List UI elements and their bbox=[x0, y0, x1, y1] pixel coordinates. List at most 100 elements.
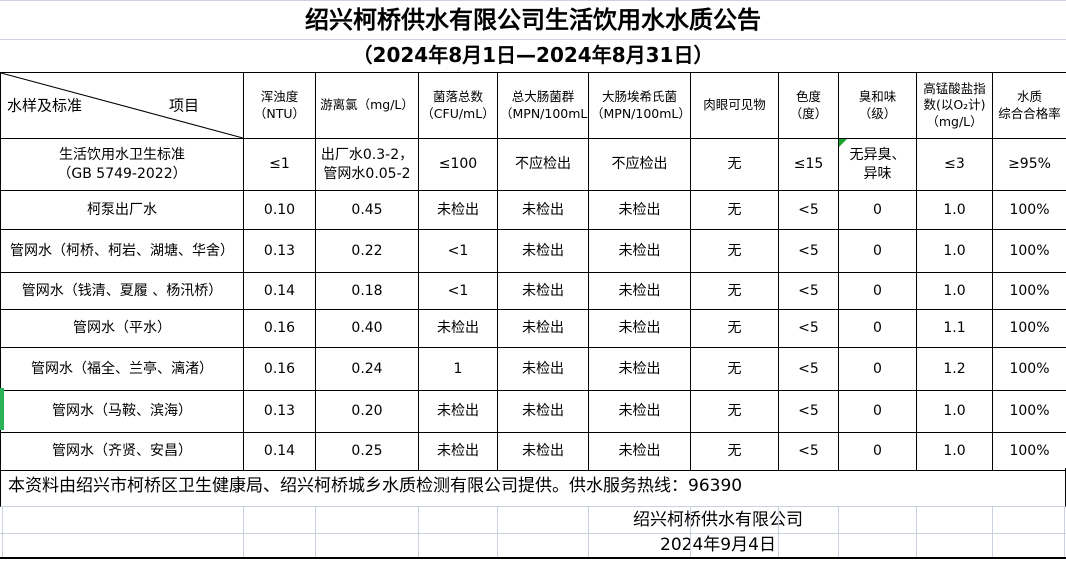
row-label: 管网水（平水） bbox=[0, 309, 244, 348]
cell: 1.0 bbox=[916, 390, 993, 433]
cell: 无 bbox=[690, 272, 779, 310]
cell: 0.40 bbox=[315, 309, 419, 348]
cell: 未检出 bbox=[497, 229, 589, 273]
cell: ≤1 bbox=[243, 138, 316, 191]
signature-row: 绍兴柯桥供水有限公司 bbox=[0, 507, 1066, 534]
cell: 0 bbox=[838, 272, 917, 310]
cell: <5 bbox=[778, 229, 839, 273]
cell: <5 bbox=[778, 390, 839, 433]
title-period: （2024年8月1日—2024年8月31日） bbox=[352, 43, 714, 67]
gridline bbox=[2, 507, 3, 557]
cell: 100% bbox=[992, 309, 1066, 348]
date-row: 2024年9月4日 bbox=[0, 534, 1066, 557]
cell: 未检出 bbox=[497, 309, 589, 348]
cell: <1 bbox=[418, 229, 498, 273]
column-header: 色度 （度） bbox=[778, 72, 839, 139]
gridline bbox=[243, 507, 244, 557]
cell: 无 bbox=[690, 190, 779, 230]
cell: 0.25 bbox=[315, 432, 419, 471]
column-header: 总大肠菌群 （MPN/100mL） bbox=[497, 72, 589, 139]
cell: <5 bbox=[778, 432, 839, 471]
cell: <5 bbox=[778, 272, 839, 310]
row-label: 管网水（柯桥、柯岩、湖塘、华舍） bbox=[0, 229, 244, 273]
cell: 0 bbox=[838, 347, 917, 391]
cell: 100% bbox=[992, 347, 1066, 391]
gridline bbox=[497, 507, 498, 557]
gridline bbox=[778, 507, 779, 557]
cell: <1 bbox=[418, 272, 498, 310]
table-row: 管网水（齐贤、安昌） 0.14 0.25 未检出 未检出 未检出 无 <5 0 … bbox=[0, 432, 1066, 471]
cell: 0.14 bbox=[243, 272, 316, 310]
cell: 1.0 bbox=[916, 229, 993, 273]
cell: 100% bbox=[992, 390, 1066, 433]
cell: 未检出 bbox=[497, 272, 589, 310]
row-label: 管网水（齐贤、安昌） bbox=[0, 432, 244, 471]
cell: 未检出 bbox=[588, 309, 691, 348]
cell: 未检出 bbox=[497, 432, 589, 471]
header-row: 水样及标准 项目 浑浊度 （NTU） 游离氯（mg/L） 菌落总数 （CFU/m… bbox=[0, 72, 1066, 139]
cell: 100% bbox=[992, 272, 1066, 310]
table-row: 管网水（马鞍、滨海） 0.13 0.20 未检出 未检出 未检出 无 <5 0 … bbox=[0, 390, 1066, 433]
cell: 1 bbox=[418, 347, 498, 391]
row-label: 柯泵出厂水 bbox=[0, 190, 244, 230]
cell: 100% bbox=[992, 432, 1066, 471]
cell: 0.14 bbox=[243, 432, 316, 471]
cell: 未检出 bbox=[418, 432, 498, 471]
cell: 0 bbox=[838, 390, 917, 433]
cell: 0 bbox=[838, 190, 917, 230]
gridline bbox=[916, 507, 917, 557]
cell: 不应检出 bbox=[497, 138, 589, 191]
cell: 0 bbox=[838, 432, 917, 471]
column-header: 肉眼可见物 bbox=[690, 72, 779, 139]
cell: 0.45 bbox=[315, 190, 419, 230]
cell: 1.0 bbox=[916, 432, 993, 471]
cell: 0 bbox=[838, 309, 917, 348]
cell: 无 bbox=[690, 309, 779, 348]
row-highlight-strip bbox=[0, 388, 4, 430]
bottom-border-line bbox=[0, 557, 1066, 559]
cell: 未检出 bbox=[418, 390, 498, 433]
corner-label-sample: 水样及标准 bbox=[7, 95, 83, 114]
source-note: 本资料由绍兴市柯桥区卫生健康局、绍兴柯桥城乡水质检测有限公司提供。供水服务热线：… bbox=[0, 468, 1066, 507]
cell: 无 bbox=[690, 432, 779, 471]
cell: 无 bbox=[690, 138, 779, 191]
cell: ≤15 bbox=[778, 138, 839, 191]
cell: 无 bbox=[690, 347, 779, 391]
company-name: 绍兴柯桥供水有限公司 bbox=[633, 510, 803, 530]
table-row: 管网水（福全、兰亭、漓渚） 0.16 0.24 1 未检出 未检出 无 <5 0… bbox=[0, 347, 1066, 391]
water-quality-table: 水样及标准 项目 浑浊度 （NTU） 游离氯（mg/L） 菌落总数 （CFU/m… bbox=[0, 72, 1066, 471]
table-row: 管网水（平水） 0.16 0.40 未检出 未检出 未检出 无 <5 0 1.1… bbox=[0, 309, 1066, 348]
gridline bbox=[588, 507, 589, 557]
cell: 未检出 bbox=[588, 390, 691, 433]
cell: 不应检出 bbox=[588, 138, 691, 191]
cell: 1.0 bbox=[916, 190, 993, 230]
row-label: 管网水（马鞍、滨海） bbox=[0, 390, 244, 433]
cell: <5 bbox=[778, 190, 839, 230]
row-label: 生活饮用水卫生标准 （GB 5749-2022） bbox=[0, 138, 244, 191]
table-row-standard: 生活饮用水卫生标准 （GB 5749-2022） ≤1 出厂水0.3-2， 管网… bbox=[0, 138, 1066, 191]
cell: 0.22 bbox=[315, 229, 419, 273]
row-label: 管网水（福全、兰亭、漓渚） bbox=[0, 347, 244, 391]
gridline bbox=[418, 507, 419, 557]
cell: 100% bbox=[992, 190, 1066, 230]
cell: 1.0 bbox=[916, 272, 993, 310]
column-header: 高锰酸盐指 数(以O₂计) （mg/L） bbox=[916, 72, 993, 139]
column-header: 水质 综合合格率 bbox=[992, 72, 1066, 139]
cell: 0.16 bbox=[243, 347, 316, 391]
cell: 未检出 bbox=[418, 309, 498, 348]
gridline bbox=[838, 507, 839, 557]
cell: 0.16 bbox=[243, 309, 316, 348]
column-header: 大肠埃希氏菌 （MPN/100mL） bbox=[588, 72, 691, 139]
cell: ≤100 bbox=[418, 138, 498, 191]
cell: 0.20 bbox=[315, 390, 419, 433]
cell: 0 bbox=[838, 229, 917, 273]
cell: 0.13 bbox=[243, 390, 316, 433]
cell: 0.13 bbox=[243, 229, 316, 273]
column-header: 臭和味 （级） bbox=[838, 72, 917, 139]
cell: 0.10 bbox=[243, 190, 316, 230]
cell: 无 bbox=[690, 229, 779, 273]
cell: ≥95% bbox=[992, 138, 1066, 191]
cell: 无 bbox=[690, 390, 779, 433]
cell: 1.1 bbox=[916, 309, 993, 348]
